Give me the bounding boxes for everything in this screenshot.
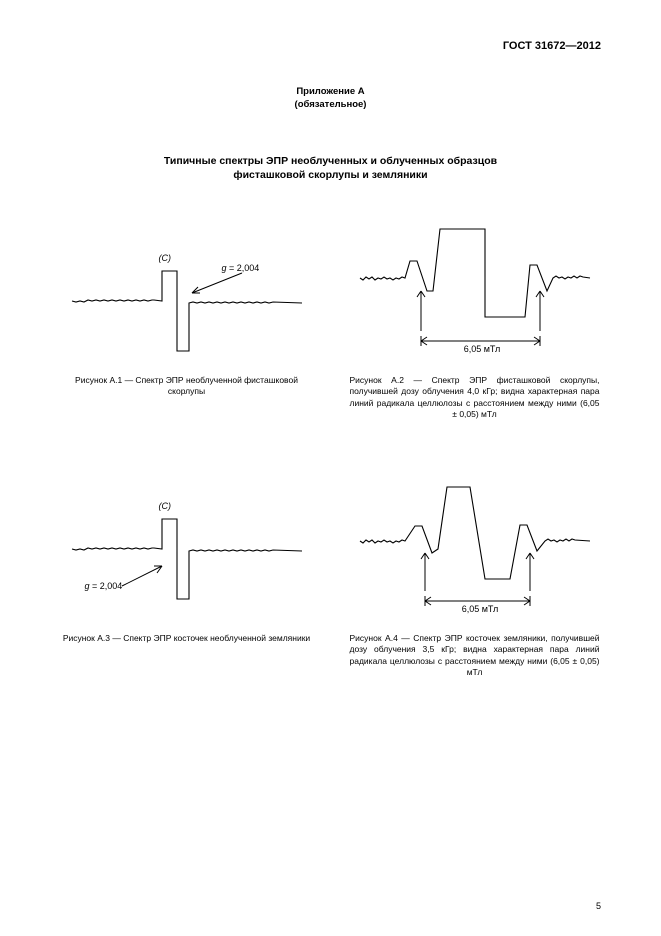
figure-a4-caption: Рисунок А.4 — Спектр ЭПР косточек землян… <box>350 633 600 679</box>
figure-a3-caption: Рисунок А.3 — Спектр ЭПР косточек необлу… <box>63 633 310 644</box>
figure-a4-svg <box>355 471 595 621</box>
figure-a2-caption: Рисунок А.2 — Спектр ЭПР фисташковой ско… <box>350 375 600 421</box>
appendix-heading: Приложение А (обязательное) <box>55 85 606 112</box>
figure-a2: 6,05 мТл Рисунок А.2 — Спектр ЭПР фисташ… <box>343 213 606 421</box>
section-title-line1: Типичные спектры ЭПР необлученных и облу… <box>55 154 606 169</box>
figure-a1-caption: Рисунок А.1 — Спектр ЭПР необлученной фи… <box>62 375 312 398</box>
figure-a3-canvas: (С) g = 2,004 <box>67 471 307 621</box>
figure-a1-c-label: (С) <box>159 253 172 263</box>
page-number: 5 <box>596 901 601 911</box>
figure-a1-svg <box>67 213 307 363</box>
figure-a3: (С) g = 2,004 Рисунок А.3 — Спектр ЭПР к… <box>55 471 318 679</box>
figure-a2-svg <box>355 213 595 363</box>
document-id: ГОСТ 31672—2012 <box>503 40 601 52</box>
figure-a2-dim-label: 6,05 мТл <box>455 344 510 354</box>
appendix-label: Приложение А <box>55 85 606 98</box>
figure-a1: (С) g = g = 2,0042,004 Рисунок А.1 — Спе… <box>55 213 318 421</box>
figure-a4: 6,05 мТл Рисунок А.4 — Спектр ЭПР косточ… <box>343 471 606 679</box>
page: ГОСТ 31672—2012 Приложение А (обязательн… <box>0 0 661 936</box>
figures-grid: (С) g = g = 2,0042,004 Рисунок А.1 — Спе… <box>55 213 606 679</box>
figure-a2-canvas: 6,05 мТл <box>355 213 595 363</box>
figure-a4-canvas: 6,05 мТл <box>355 471 595 621</box>
figure-a1-canvas: (С) g = g = 2,0042,004 <box>67 213 307 363</box>
figure-a3-g-label: g = 2,004 <box>85 581 123 591</box>
section-title: Типичные спектры ЭПР необлученных и облу… <box>55 154 606 183</box>
figure-a1-g-label: g = g = 2,0042,004 <box>222 263 260 273</box>
figure-a3-c-label: (С) <box>159 501 172 511</box>
appendix-binding: (обязательное) <box>55 98 606 111</box>
figure-a3-svg <box>67 471 307 621</box>
figure-a4-dim-label: 6,05 мТл <box>453 604 508 614</box>
section-title-line2: фисташковой скорлупы и земляники <box>55 168 606 183</box>
